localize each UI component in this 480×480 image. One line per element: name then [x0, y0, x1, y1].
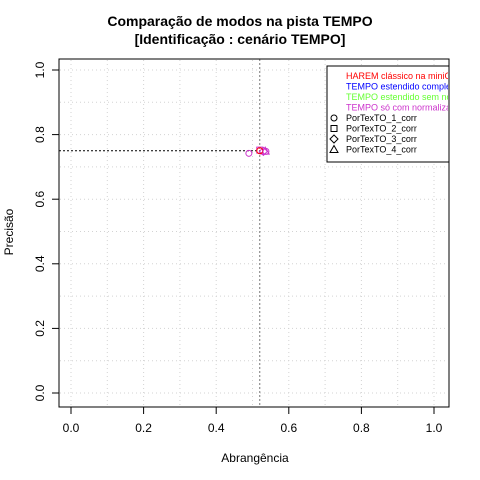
x-tick-label: 0.2 [135, 421, 152, 435]
legend-marker-icon [329, 134, 339, 144]
legend-run-label: PorTexTO_3_corr [346, 134, 417, 144]
y-tick-label: 1.0 [33, 61, 47, 78]
data-points [245, 146, 271, 157]
y-tick-label: 0.2 [33, 320, 47, 337]
y-axis: 0.0 0.2 0.4 0.6 0.8 1.0 [33, 61, 60, 401]
x-axis: 0.0 0.2 0.4 0.6 0.8 1.0 [63, 406, 443, 435]
legend-mode-label: TEMPO estendido sem no [346, 92, 452, 102]
legend-marker-icon [330, 114, 338, 122]
legend-run-label: PorTexTO_1_corr [346, 113, 417, 123]
data-point [245, 149, 253, 157]
data-point [262, 147, 270, 155]
x-tick-label: 0.4 [208, 421, 225, 435]
x-tick-label: 0.0 [63, 421, 80, 435]
legend-mode-label: TEMPO só com normaliza [346, 103, 451, 113]
y-tick-label: 0.6 [33, 191, 47, 208]
y-tick-label: 0.0 [33, 384, 47, 401]
reference-lines [59, 59, 261, 407]
x-tick-label: 0.8 [353, 421, 370, 435]
chart-title: Comparação de modos na pista TEMPO [107, 13, 372, 29]
legend-mode-label: HAREM clássico na miniC [346, 71, 452, 81]
x-tick-label: 1.0 [426, 421, 443, 435]
y-tick-label: 0.4 [33, 255, 47, 272]
legend-marker-icon [329, 144, 339, 153]
grid [60, 60, 448, 406]
data-point [258, 146, 269, 157]
y-axis-label: Precisão [2, 208, 16, 255]
legend-run-label: PorTexTO_4_corr [346, 145, 417, 155]
legend-marker-icon [330, 125, 338, 132]
legend-mode-label: TEMPO estendido comple [346, 82, 451, 92]
chart-subtitle: [Identificação : cenário TEMPO] [135, 31, 346, 47]
x-tick-label: 0.6 [280, 421, 297, 435]
legend-run-label: PorTexTO_2_corr [346, 124, 417, 134]
legend-box [326, 65, 450, 163]
x-axis-label: Abrangência [221, 451, 289, 465]
y-tick-label: 0.8 [33, 126, 47, 143]
